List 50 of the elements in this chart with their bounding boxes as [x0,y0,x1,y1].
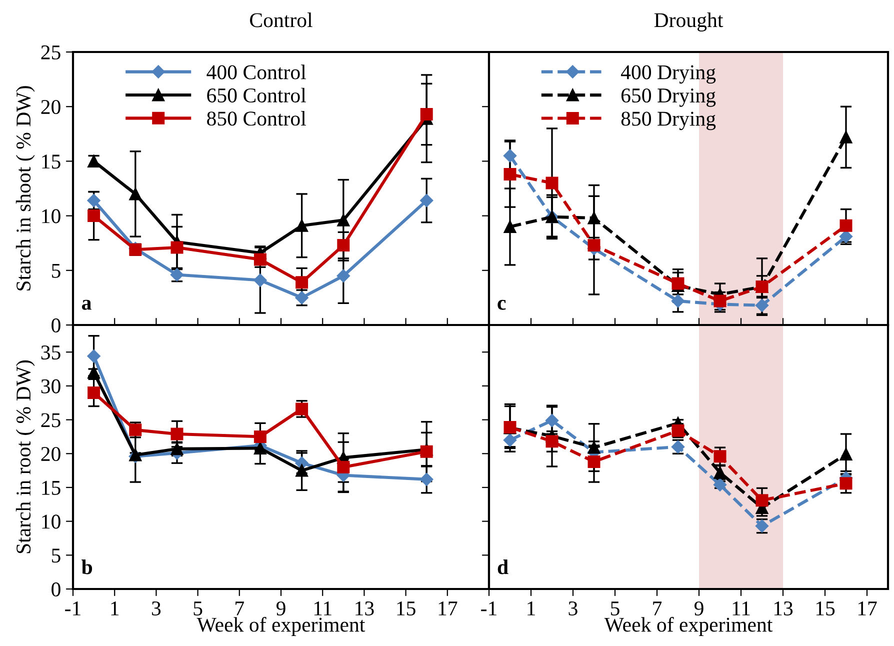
y-tick-label: 10 [42,514,60,529]
y-axis-title: Starch in root ( % DW) [16,360,35,554]
y-tick-label: 5 [52,264,60,278]
x-tick-label: 7 [236,602,244,616]
chart-title: Control [250,12,312,28]
annotation: c [498,300,506,310]
y-tick-label: 0 [52,582,60,596]
x-tick-label: 11 [314,602,332,616]
y-tick-label: 5 [52,548,60,563]
x-tick-label: 13 [356,601,374,616]
y-tick-label: 0 [52,318,60,332]
y-tick-label: 25 [41,413,60,428]
y-tick-label: 20 [41,100,60,114]
y-tick-label: 30 [41,379,60,394]
legend-label: 850 Control [207,111,306,126]
legend-label: 400 Control [206,64,306,80]
x-tick-label: 17 [858,602,877,616]
x-tick-label: 7 [653,602,662,616]
annotation: b [82,560,92,574]
y-tick-label: 25 [41,45,60,60]
x-tick-label: 3 [152,601,161,616]
x-tick-label: -1 [65,602,80,616]
y-tick-label: 15 [42,480,60,495]
legend-label: 650 Control [207,88,306,102]
x-tick-label: -1 [481,602,496,616]
x-tick-label: 13 [774,601,793,616]
x-tick-label: 1 [111,602,119,616]
x-tick-label: 3 [568,601,578,616]
x-tick-label: 17 [438,602,458,616]
y-tick-label: 10 [42,209,60,224]
legend-label: 850 Drying [621,112,716,130]
annotation: d [498,560,508,574]
y-tick-label: 20 [41,446,60,462]
x-tick-label: 1 [528,602,535,616]
x-axis-title: Week of experiment [196,616,366,636]
legend-label: 650 Drying [621,88,716,107]
x-tick-label: 11 [732,602,750,616]
x-tick-label: 15 [397,602,416,616]
y-axis-title: Starch in shoot ( % DW) [16,86,35,290]
chart-title: Drought [654,12,724,32]
x-tick-label: 5 [194,602,202,616]
legend-label: 400 Drying [620,65,716,84]
y-tick-label: 35 [41,346,60,360]
x-tick-label: 15 [816,602,835,616]
x-tick-label: 9 [694,601,704,616]
y-tick-label: 15 [42,154,60,169]
x-tick-label: 5 [611,602,620,616]
x-axis-title: Week of experiment [604,616,773,636]
x-tick-label: 9 [276,601,286,616]
annotation: a [82,300,92,310]
